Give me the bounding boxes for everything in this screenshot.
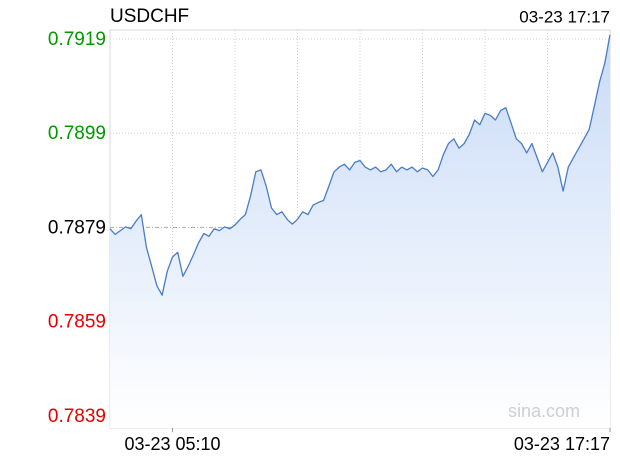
- area-fill: [110, 34, 610, 428]
- watermark: sina.com: [508, 401, 580, 421]
- timestamp: 03-23 17:17: [519, 7, 610, 26]
- y-tick-label: 0.7859: [48, 312, 106, 333]
- x-tick-label: 03-23 17:17: [514, 434, 610, 454]
- y-tick-label: 0.7879: [48, 217, 106, 238]
- y-tick-label: 0.7839: [48, 406, 106, 427]
- chart-title: USDCHF: [110, 6, 189, 27]
- y-tick-label: 0.7919: [48, 29, 106, 50]
- x-tick-label: 03-23 05:10: [124, 434, 220, 454]
- price-line: [109, 34, 611, 296]
- y-tick-label: 0.7899: [48, 123, 106, 144]
